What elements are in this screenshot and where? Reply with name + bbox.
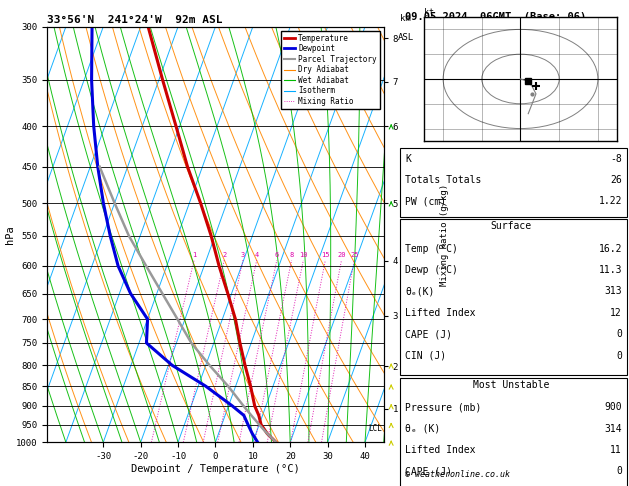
Bar <box>400 378 626 486</box>
Text: Temp (°C): Temp (°C) <box>405 243 458 254</box>
Text: 314: 314 <box>604 424 622 434</box>
Text: 11.3: 11.3 <box>598 265 622 275</box>
Text: 313: 313 <box>604 286 622 296</box>
Text: 20: 20 <box>337 252 346 258</box>
Text: -8: -8 <box>610 154 622 164</box>
Text: 25: 25 <box>350 252 359 258</box>
Text: Lifted Index: Lifted Index <box>405 445 476 455</box>
Text: 11: 11 <box>610 445 622 455</box>
Text: 26: 26 <box>610 175 622 185</box>
Bar <box>400 148 626 217</box>
X-axis label: Dewpoint / Temperature (°C): Dewpoint / Temperature (°C) <box>131 464 300 474</box>
Text: 16.2: 16.2 <box>598 243 622 254</box>
Text: 3: 3 <box>241 252 245 258</box>
Text: Pressure (mb): Pressure (mb) <box>405 402 481 412</box>
Text: 1.22: 1.22 <box>598 196 622 207</box>
Text: 8: 8 <box>289 252 294 258</box>
Y-axis label: hPa: hPa <box>4 225 14 244</box>
Text: 0: 0 <box>616 329 622 339</box>
Text: 1: 1 <box>192 252 196 258</box>
Text: CIN (J): CIN (J) <box>405 350 446 361</box>
Text: kt: kt <box>424 8 434 17</box>
Text: 33°56'N  241°24'W  92m ASL: 33°56'N 241°24'W 92m ASL <box>47 15 223 25</box>
Text: K: K <box>405 154 411 164</box>
Text: Dewp (°C): Dewp (°C) <box>405 265 458 275</box>
Text: 4: 4 <box>255 252 259 258</box>
Text: 12: 12 <box>610 308 622 318</box>
Text: Totals Totals: Totals Totals <box>405 175 481 185</box>
Text: km: km <box>400 14 411 22</box>
Text: PW (cm): PW (cm) <box>405 196 446 207</box>
Text: Surface: Surface <box>491 221 532 231</box>
Text: ASL: ASL <box>398 33 414 42</box>
Text: 15: 15 <box>321 252 330 258</box>
Text: 2: 2 <box>222 252 226 258</box>
Bar <box>400 219 626 375</box>
Text: 0: 0 <box>616 467 622 476</box>
Text: CAPE (J): CAPE (J) <box>405 467 452 476</box>
Text: CAPE (J): CAPE (J) <box>405 329 452 339</box>
Legend: Temperature, Dewpoint, Parcel Trajectory, Dry Adiabat, Wet Adiabat, Isotherm, Mi: Temperature, Dewpoint, Parcel Trajectory… <box>281 31 380 109</box>
Text: 900: 900 <box>604 402 622 412</box>
Text: θₑ(K): θₑ(K) <box>405 286 434 296</box>
Text: 09.05.2024  06GMT  (Base: 06): 09.05.2024 06GMT (Base: 06) <box>405 12 586 22</box>
Text: 6: 6 <box>275 252 279 258</box>
Text: Lifted Index: Lifted Index <box>405 308 476 318</box>
Text: 10: 10 <box>299 252 308 258</box>
Text: Most Unstable: Most Unstable <box>473 380 549 390</box>
Text: θₑ (K): θₑ (K) <box>405 424 440 434</box>
Text: LCL: LCL <box>368 424 382 433</box>
Text: Mixing Ratio (g/kg): Mixing Ratio (g/kg) <box>440 183 448 286</box>
Text: © weatheronline.co.uk: © weatheronline.co.uk <box>405 469 510 479</box>
Text: 0: 0 <box>616 350 622 361</box>
